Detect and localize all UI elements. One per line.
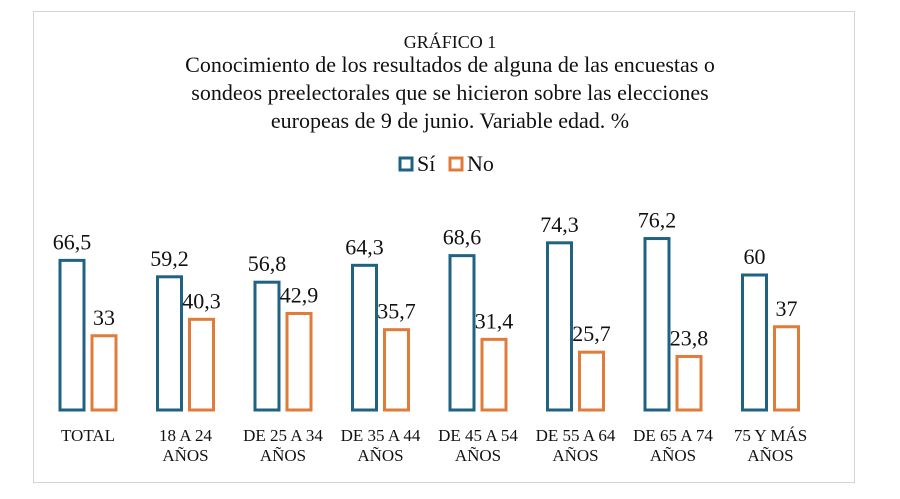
category-label-2-line-1: DE 25 A 34 xyxy=(243,426,323,445)
bar-si-7 xyxy=(741,273,768,412)
bar-si-6 xyxy=(643,237,671,412)
data-label-si-4: 68,6 xyxy=(443,225,482,250)
data-label-no-4: 31,4 xyxy=(475,308,514,333)
category-label-4-line-2: AÑOS xyxy=(455,446,501,465)
legend: Sí No xyxy=(398,151,494,176)
legend-label-si: Sí xyxy=(417,151,435,176)
category-label-5-line-1: DE 55 A 64 xyxy=(536,426,616,445)
bar-no-3 xyxy=(383,328,410,412)
data-label-si-7: 60 xyxy=(744,244,766,269)
category-label-6-line-1: DE 65 A 74 xyxy=(633,426,713,445)
bar-no-2 xyxy=(285,311,313,412)
category-label-1-line-2: AÑOS xyxy=(162,446,208,465)
chart-title-line-3: sondeos preelectorales que se hicieron s… xyxy=(191,80,708,105)
data-label-no-6: 23,8 xyxy=(670,325,709,350)
chart-title-line-2: Conocimiento de los resultados de alguna… xyxy=(185,52,715,77)
bar-no-4 xyxy=(480,337,508,412)
data-label-no-3: 35,7 xyxy=(377,299,416,324)
bar-si-1 xyxy=(156,275,183,412)
data-labels: 66,5 33 59,2 40,3 56,8 42,9 64,3 35,7 68,6 31,4 74… xyxy=(53,208,798,351)
data-label-no-7: 37 xyxy=(776,296,798,321)
category-label-2-line-2: AÑOS xyxy=(260,446,306,465)
data-label-si-1: 59,2 xyxy=(150,246,189,271)
data-label-si-6: 76,2 xyxy=(638,208,677,233)
category-label-1-line-1: 18 A 24 xyxy=(159,426,212,445)
bar-si-3 xyxy=(351,263,378,412)
data-label-no-5: 25,7 xyxy=(572,321,611,346)
data-label-no-2: 42,9 xyxy=(280,282,319,307)
category-label-4-line-1: DE 45 A 54 xyxy=(438,426,518,445)
bar-no-7 xyxy=(773,325,800,412)
bar-no-1 xyxy=(188,317,215,412)
bar-no-0 xyxy=(90,334,118,412)
legend-label-no: No xyxy=(467,151,494,176)
category-label-3-line-1: DE 35 A 44 xyxy=(341,426,421,445)
data-label-si-2: 56,8 xyxy=(248,251,287,276)
category-label-7-line-2: AÑOS xyxy=(747,446,793,465)
bar-si-4 xyxy=(448,254,476,412)
bar-si-5 xyxy=(546,241,573,412)
bar-no-6 xyxy=(675,354,703,412)
bar-no-5 xyxy=(578,350,605,412)
category-label-6-line-2: AÑOS xyxy=(650,446,696,465)
data-label-si-0: 66,5 xyxy=(53,229,92,254)
data-label-no-0: 33 xyxy=(93,305,115,330)
category-label-0-line-1: TOTAL xyxy=(61,426,115,445)
data-label-no-1: 40,3 xyxy=(182,288,221,313)
chart-title-line-4: europeas de 9 de junio. Variable edad. % xyxy=(271,108,629,133)
legend-swatch-no xyxy=(448,156,464,172)
category-label-3-line-2: AÑOS xyxy=(357,446,403,465)
category-label-7-line-1: 75 Y MÁS xyxy=(734,426,807,445)
chart-title-line-1: GRÁFICO 1 xyxy=(404,31,497,52)
data-label-si-3: 64,3 xyxy=(345,234,384,259)
bar-si-2 xyxy=(253,280,281,412)
category-label-5-line-2: AÑOS xyxy=(552,446,598,465)
bars xyxy=(58,237,800,412)
data-label-si-5: 74,3 xyxy=(540,212,579,237)
bar-si-0 xyxy=(58,258,86,412)
legend-swatch-si xyxy=(398,156,414,172)
